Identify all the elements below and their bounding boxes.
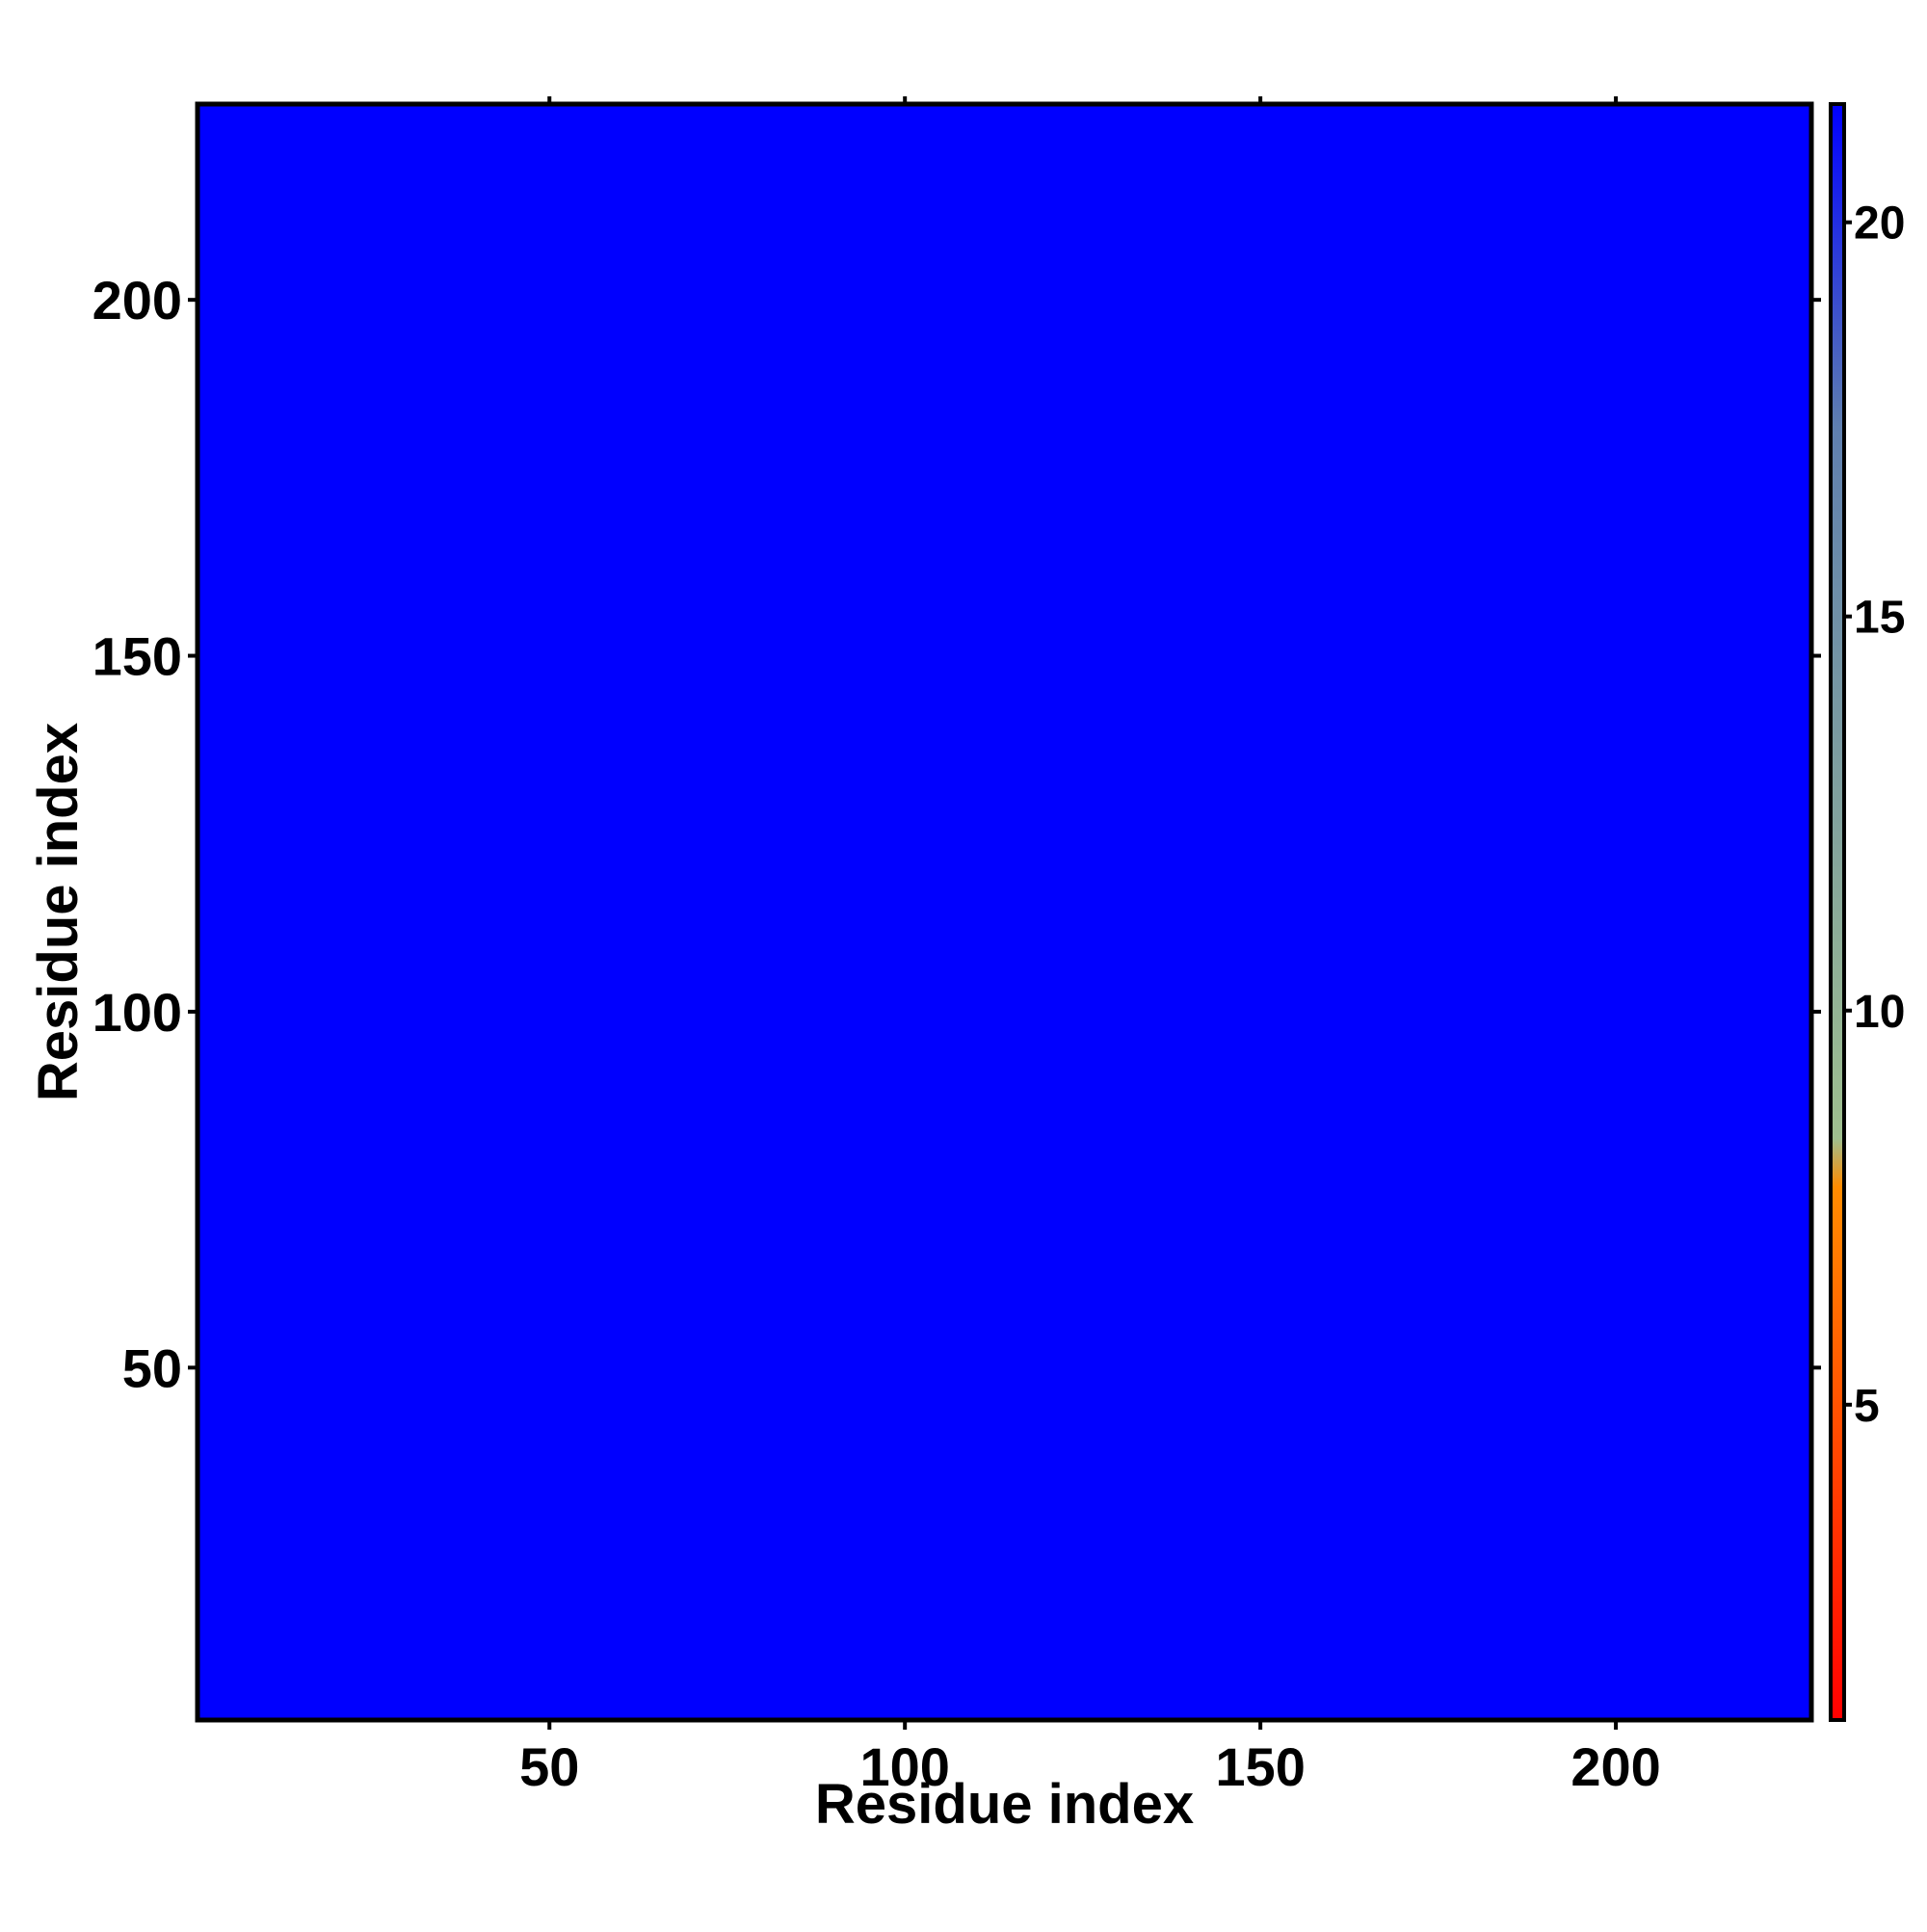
- contact-map-chart: 50 100 150 200 50 100 150 200 5 10 15 20 Residue …: [27, 96, 1905, 1836]
